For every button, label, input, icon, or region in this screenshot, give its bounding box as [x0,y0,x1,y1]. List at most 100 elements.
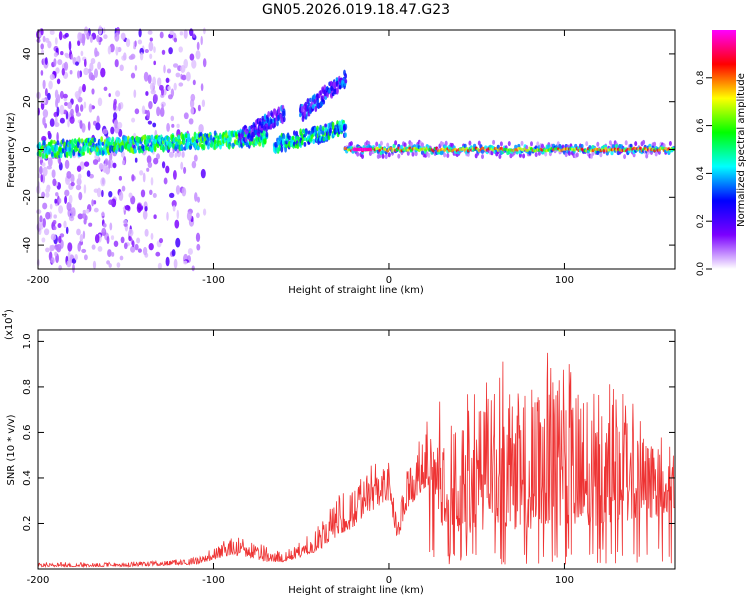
spectrogram-cell [349,141,353,147]
spectrogram-cell [70,173,75,184]
spectrogram-y-ticks: 40 20 0 -20 -40 [22,48,675,253]
spectrogram-cell [162,145,165,153]
spectrogram-cell [142,246,148,256]
spectrogram-cell [42,109,49,118]
spectrogram-cell [102,163,107,173]
spectrogram-cell [59,104,65,115]
colorbar-gradient [712,30,736,269]
spectrogram-cell [166,68,172,74]
spectrogram-cell [75,184,82,191]
spectrogram-cell [100,67,106,78]
spectrogram-cell [115,90,121,97]
spectrogram-cell [152,193,157,198]
spectrogram-cell [276,147,279,153]
spectrogram-cell [336,87,339,94]
spectrogram-cell [148,41,154,52]
spectrogram-cell [43,228,50,236]
spectrogram-cell [160,88,165,96]
spectrogram-cell [74,254,78,261]
spectrogram-cell [51,146,55,152]
spectrogram-cell [172,63,179,68]
spectrogram-cell [303,141,307,147]
spectrogram-cell [168,47,173,55]
spectrogram-cell [107,45,112,55]
spectrogram-cell [44,37,50,43]
spectrogram-cell [128,235,132,242]
spectrogram-cell [149,53,153,60]
spectrogram-cell [381,153,385,159]
x-tick-label: -200 [27,575,50,586]
spectrogram-cell [75,112,82,117]
spectrogram-cell [49,244,53,252]
spectrogram-cell [41,49,44,55]
spectrogram-cell [293,130,296,136]
spectrogram-cell [144,205,148,212]
spectrogram-cell [146,155,152,164]
spectrogram-cell [152,76,157,87]
spectrogram-cell [303,136,307,142]
spectrogram-cell [134,108,140,115]
spectrogram-cell [567,150,571,156]
spectrogram-cell [189,28,194,37]
spectrogram-cell [64,101,68,107]
spectrogram-cell [44,57,48,66]
spectrogram-cell [83,58,87,68]
spectrogram-cell [312,138,316,145]
spectrogram-cell [163,88,167,96]
spectrogram-cell [107,249,112,258]
spectrogram-cell [463,143,467,149]
spectrogram-cell [610,150,614,156]
spectrogram-cell [149,82,154,91]
spectrogram-cell [56,78,61,85]
spectrogram-cell [64,159,70,170]
spectrogram-cell [55,67,60,74]
spectrogram-cell [62,93,68,99]
spectrogram-cell [93,68,99,78]
spectrogram-cell [161,161,166,169]
spectrogram-cell [507,141,511,147]
spectrogram-cell [56,106,60,117]
spectrogram-cell [100,136,104,143]
spectrogram-cell [639,146,642,150]
spectrogram-cell [157,77,162,87]
spectrogram-cell [322,99,326,105]
spectrogram-cell [171,200,177,208]
spectrogram-cell [198,123,204,134]
spectrogram-cell [42,35,46,43]
spectrogram-cell [173,258,178,269]
spectrogram-cell [75,61,79,66]
spectrogram-cell [118,175,123,181]
spectrogram-cell [172,205,176,212]
spectrogram-cell [481,154,484,160]
x-tick-label: 0 [386,275,392,286]
spectrogram-cell [103,144,106,152]
spectrogram-panel: -200 -100 0 100 40 20 0 -20 -40 Height of strai… [6,25,676,296]
spectrogram-cell [313,93,316,100]
spectrogram-cell [301,133,304,139]
spectrogram-cell [67,242,73,252]
spectrogram-cell [356,151,360,157]
spectrogram-cell [344,73,347,79]
spectrogram-cell [157,262,162,270]
spectrogram-cell [319,124,322,132]
y-tick-label: 0.6 [22,424,33,440]
spectrogram-cell [338,85,342,90]
spectrogram-cell [492,139,496,145]
spectrogram-cell [106,235,110,245]
spectrogram-cell [171,249,176,257]
spectrogram-cell [124,204,131,211]
spectrogram-cell [156,153,160,160]
spectrogram-cell [75,57,79,62]
spectrogram-cell [89,35,93,43]
spectrogram-cell [70,53,74,60]
spectrogram-cell [165,77,170,84]
y-tick-label: 40 [22,48,33,61]
spectrogram-cell [56,243,62,253]
spectrogram-cell [142,172,146,183]
spectrogram-cell [91,199,94,207]
spectrogram-cell [623,154,627,160]
spectrogram-cell [55,98,59,108]
spectrogram-cell [122,219,128,225]
spectrogram-cell [394,140,398,146]
spectrogram-cell [96,34,100,43]
